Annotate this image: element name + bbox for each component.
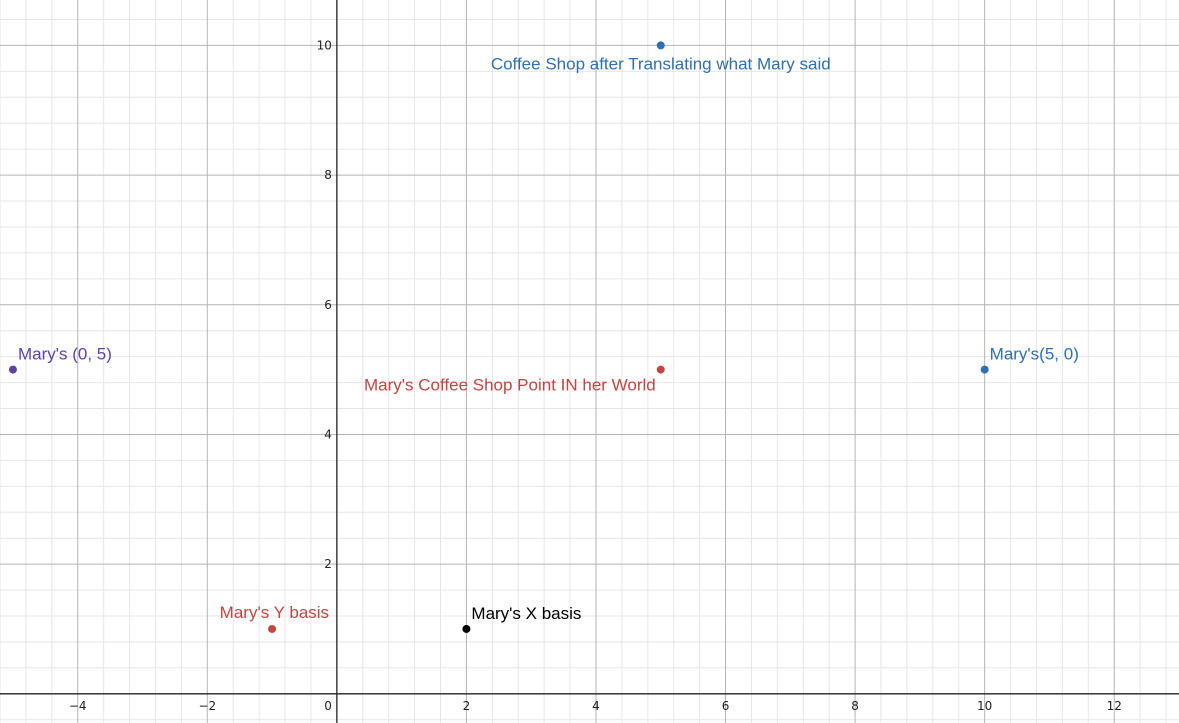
tick-labels: −4 −2 2 4 6 8 10 12 2 4 6 8 10 0 — [69, 38, 1122, 712]
point-label: Mary's(5, 0) — [990, 345, 1079, 364]
tick-label: 6 — [722, 699, 730, 713]
tick-label: 0 — [324, 699, 332, 713]
tick-label: 10 — [317, 38, 332, 52]
point-label: Mary's Y basis — [220, 603, 329, 622]
tick-label: 2 — [324, 557, 332, 571]
tick-label: 2 — [463, 699, 471, 713]
tick-label: 4 — [592, 699, 600, 713]
data-point[interactable] — [268, 624, 277, 633]
data-point[interactable] — [656, 365, 665, 374]
point-labels: Coffee Shop after Translating what Mary … — [18, 54, 1079, 623]
point-label: Mary's X basis — [471, 604, 581, 623]
point-label: Mary's Coffee Shop Point IN her World — [364, 376, 656, 395]
point-label: Mary's (0, 5) — [18, 345, 112, 364]
data-point[interactable] — [462, 624, 471, 633]
point-label: Coffee Shop after Translating what Mary … — [491, 54, 831, 73]
data-points — [8, 41, 989, 633]
data-point[interactable] — [980, 365, 989, 374]
tick-label: 6 — [324, 298, 332, 312]
tick-label: 8 — [324, 168, 332, 182]
tick-label: −2 — [198, 699, 216, 713]
tick-label: 12 — [1107, 699, 1122, 713]
data-point[interactable] — [8, 365, 17, 374]
tick-label: 4 — [324, 427, 332, 441]
data-point[interactable] — [656, 41, 665, 50]
tick-label: 10 — [977, 699, 992, 713]
tick-label: −4 — [69, 699, 87, 713]
tick-label: 8 — [851, 699, 859, 713]
